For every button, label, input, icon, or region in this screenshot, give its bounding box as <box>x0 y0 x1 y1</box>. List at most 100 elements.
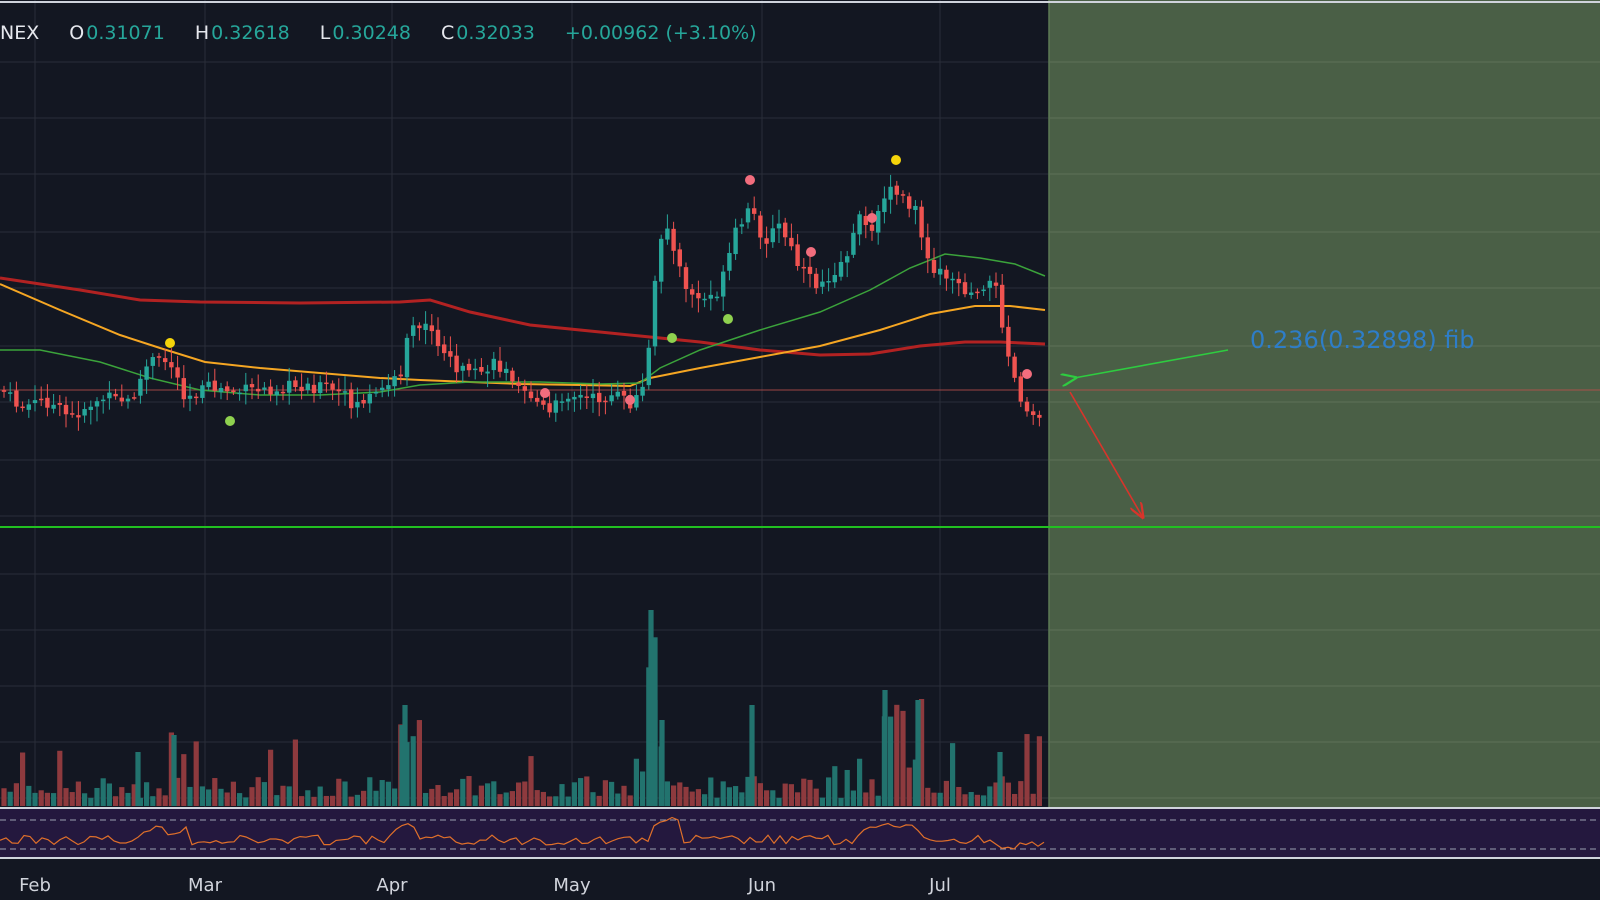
volume-bar <box>869 779 875 806</box>
volume-bar <box>125 792 131 806</box>
candle-body <box>907 196 912 209</box>
volume-bar <box>962 794 968 806</box>
forecast-zone-rect <box>1049 0 1600 808</box>
candle-body <box>900 194 906 196</box>
volume-bar <box>199 786 205 806</box>
close-value: 0.32033 <box>456 22 535 44</box>
volume-bar <box>485 783 491 806</box>
volume-bar <box>392 788 398 806</box>
candle-body <box>838 261 844 277</box>
volume-bar <box>20 752 26 806</box>
candle-body <box>721 271 726 297</box>
volume-bar <box>664 781 670 806</box>
volume-bar <box>88 797 94 806</box>
candle-body <box>460 365 465 371</box>
volume-bar <box>447 792 453 806</box>
candle-body <box>256 388 261 392</box>
volume-bar <box>1005 782 1011 806</box>
volume-bar <box>75 781 81 806</box>
candle-body <box>448 351 453 357</box>
volume-bar <box>323 795 329 806</box>
volume-bar <box>648 610 654 806</box>
candle-body <box>621 390 627 396</box>
candle-body <box>355 401 360 408</box>
candle-body <box>919 206 924 238</box>
volume-bar <box>249 787 255 806</box>
candle-body <box>931 259 937 273</box>
volume-bar <box>181 754 187 806</box>
volume-bar <box>1012 793 1018 806</box>
candle-body <box>634 395 639 408</box>
high-value: 0.32618 <box>211 22 290 44</box>
candle-body <box>349 389 354 409</box>
volume-bar <box>950 743 956 806</box>
volume-bar <box>584 776 590 806</box>
signal-dot <box>667 333 677 343</box>
candle-body <box>950 278 955 281</box>
volume-bar <box>119 787 125 806</box>
candle-body <box>981 289 986 292</box>
volume-bar <box>509 791 515 806</box>
candle-body <box>342 391 348 393</box>
candle-body <box>690 289 695 295</box>
volume-bar <box>602 780 608 806</box>
candle-body <box>572 396 577 400</box>
candle-body <box>225 386 230 392</box>
volume-bar <box>135 752 141 806</box>
forecast-zone <box>0 0 1600 808</box>
volume-bar <box>399 725 405 806</box>
candle-body <box>423 323 428 331</box>
candle-body <box>237 392 242 395</box>
candle-body <box>987 280 992 288</box>
candle-body <box>101 399 106 402</box>
candle-body <box>956 278 961 284</box>
candle-body <box>851 232 856 255</box>
candle-body <box>783 222 788 238</box>
volume-bar <box>416 720 422 806</box>
rsi-line <box>0 816 1045 850</box>
candle-body <box>150 357 155 366</box>
candle-body <box>652 280 658 347</box>
candle-body <box>163 358 168 363</box>
volume-bar <box>534 790 540 806</box>
volume-bar <box>367 777 373 806</box>
volume-bar <box>1024 734 1030 806</box>
candle-body <box>764 238 769 244</box>
candle-body <box>882 198 887 213</box>
volume-bar <box>361 790 367 806</box>
candle-body <box>262 387 267 390</box>
candle-body <box>373 392 379 394</box>
candle-body <box>894 185 899 195</box>
volume-bar <box>268 749 274 806</box>
volume-bar <box>726 787 732 806</box>
volume-bar <box>795 792 801 806</box>
volume-bar <box>171 735 177 806</box>
candle-body <box>993 282 999 286</box>
candle-body <box>659 238 664 282</box>
volume-bar <box>522 781 528 806</box>
candle-body <box>876 210 881 233</box>
candle-body <box>299 386 304 392</box>
candle-body <box>739 224 744 227</box>
candle-body <box>1012 356 1017 378</box>
volume-bar <box>974 794 980 806</box>
ohlc-legend: NEX O 0.31071 H 0.32618 L 0.30248 C 0.32033 … <box>0 22 759 52</box>
volume-bar <box>7 791 13 806</box>
candle-body <box>218 388 224 393</box>
signal-dot <box>867 213 877 223</box>
candle-body <box>776 223 782 229</box>
volume-bar <box>472 795 478 806</box>
candle-body <box>454 355 459 373</box>
volume-bar <box>26 785 32 806</box>
candle-body <box>76 415 81 418</box>
candle-body <box>615 391 620 397</box>
volume-bar <box>466 776 472 806</box>
volume-bar <box>956 786 962 806</box>
x-tick-label: Apr <box>376 875 408 896</box>
candle-body <box>466 363 472 371</box>
candle-body <box>826 281 831 283</box>
candle-body <box>398 374 403 377</box>
open-value: 0.31071 <box>86 22 165 44</box>
volume-bar <box>925 787 931 806</box>
